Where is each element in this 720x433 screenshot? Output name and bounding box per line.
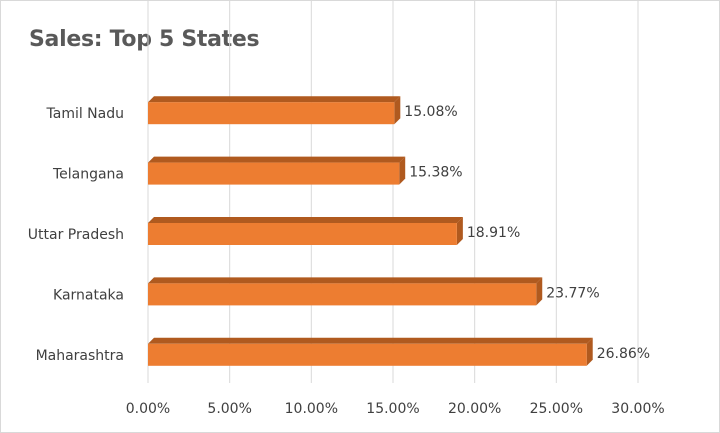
x-tick-label: 5.00% [207, 401, 251, 417]
bar-side-face [586, 337, 593, 366]
bar-top-face [148, 156, 406, 163]
bar-side-face [399, 156, 406, 185]
data-label: 15.08% [404, 104, 457, 120]
category-label: Karnataka [53, 287, 124, 303]
bar-side-face [394, 96, 401, 125]
x-tick-label: 10.00% [285, 401, 338, 417]
bar [148, 102, 395, 125]
bar-top-face [148, 277, 543, 284]
data-label: 18.91% [467, 225, 520, 241]
bar-side-face [456, 217, 463, 245]
bar [148, 283, 537, 306]
x-tick-label: 25.00% [530, 401, 583, 417]
bar-top-face [148, 217, 463, 223]
bar [148, 223, 457, 245]
data-label: 15.38% [409, 165, 462, 181]
bar [148, 162, 400, 185]
bar-top-face [148, 337, 593, 344]
bar-top-face [148, 96, 401, 103]
category-label: Maharashtra [36, 348, 124, 364]
x-tick-label: 0.00% [126, 401, 170, 417]
x-tick-label: 20.00% [448, 401, 501, 417]
bar [148, 343, 587, 366]
category-label: Tamil Nadu [46, 106, 125, 122]
data-label: 26.86% [597, 346, 650, 362]
category-label: Uttar Pradesh [28, 227, 124, 243]
category-label: Telangana [52, 167, 124, 183]
bar-side-face [536, 277, 543, 306]
x-tick-label: 30.00% [611, 401, 664, 417]
x-tick-label: 15.00% [366, 401, 419, 417]
data-label: 23.77% [546, 285, 599, 301]
chart-title: Sales: Top 5 States [29, 27, 260, 52]
